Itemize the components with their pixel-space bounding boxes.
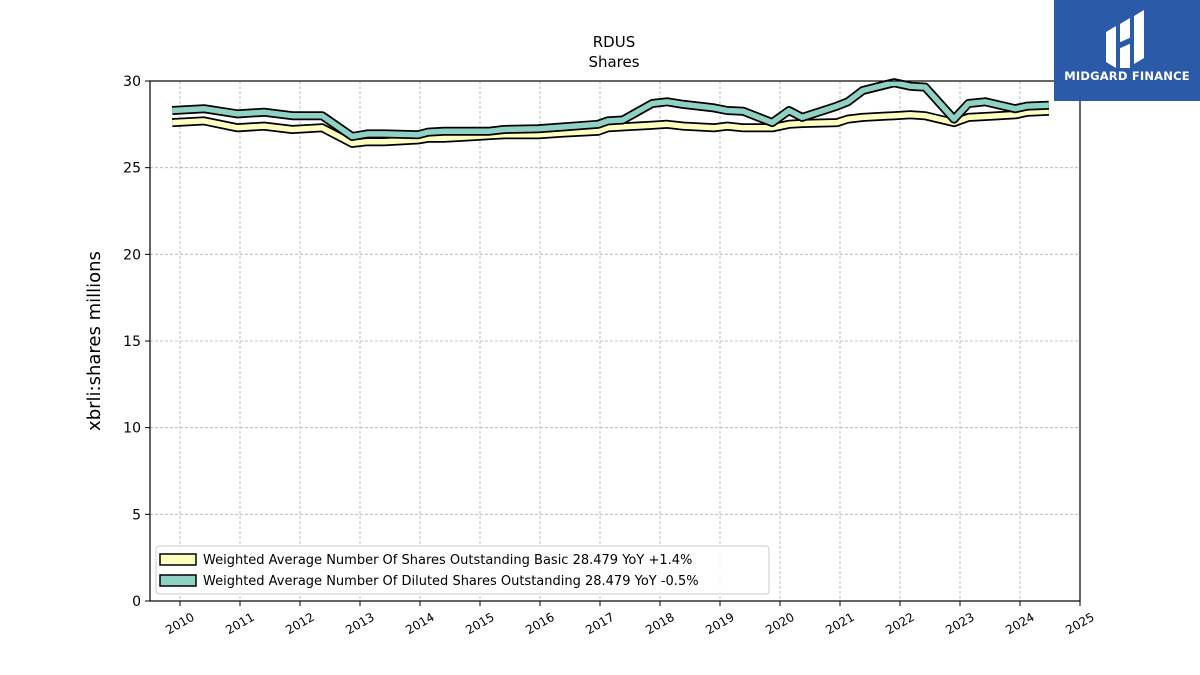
legend-label-2: Weighted Average Number Of Diluted Share… xyxy=(203,574,699,589)
y-tick-label: 10 xyxy=(123,421,141,437)
y-tick-label: 30 xyxy=(123,74,141,90)
y-tick-label: 5 xyxy=(132,507,141,523)
logo-mark-icon xyxy=(1106,10,1144,68)
legend-swatch-2 xyxy=(159,574,197,587)
x-tick-label: 2020 xyxy=(763,610,796,637)
x-tick-label: 2025 xyxy=(1063,610,1096,637)
y-axis-label: xbrli:shares millions xyxy=(84,251,105,431)
x-tick-label: 2014 xyxy=(403,610,436,637)
x-tick-label: 2010 xyxy=(163,610,196,637)
x-tick-label: 2011 xyxy=(223,610,256,637)
legend: Weighted Average Number Of Shares Outsta… xyxy=(155,545,770,595)
series-line-1 xyxy=(172,108,1049,147)
y-tick-label: 20 xyxy=(123,247,141,263)
x-tick-label: 2024 xyxy=(1003,610,1036,637)
x-tick-label: 2022 xyxy=(883,610,916,637)
x-tick-label: 2019 xyxy=(703,610,736,637)
x-tick-label: 2012 xyxy=(283,610,316,637)
x-tick-label: 2021 xyxy=(823,610,856,637)
series-line-2 xyxy=(172,79,1049,140)
grid xyxy=(150,80,1081,602)
chart-subtitle: Shares xyxy=(588,53,639,71)
chart-title: RDUS xyxy=(593,33,635,51)
y-tick-label: 15 xyxy=(123,334,141,350)
x-tick-label: 2016 xyxy=(523,610,556,637)
x-tick-label: 2013 xyxy=(343,610,376,637)
legend-swatch-1 xyxy=(159,553,197,566)
x-tick-label: 2023 xyxy=(943,610,976,637)
x-tick-label: 2018 xyxy=(643,610,676,637)
midgard-finance-logo: MIDGARD FINANCE xyxy=(1054,0,1200,101)
x-tick-label: 2017 xyxy=(583,610,616,637)
y-tick-label: 25 xyxy=(123,161,141,177)
legend-label-1: Weighted Average Number Of Shares Outsta… xyxy=(203,553,692,568)
y-tick-label: 0 xyxy=(132,594,141,610)
x-tick-label: 2015 xyxy=(463,610,496,637)
legend-box xyxy=(155,545,770,595)
logo-text: MIDGARD FINANCE xyxy=(1064,69,1190,83)
plot-areas xyxy=(171,78,1049,148)
